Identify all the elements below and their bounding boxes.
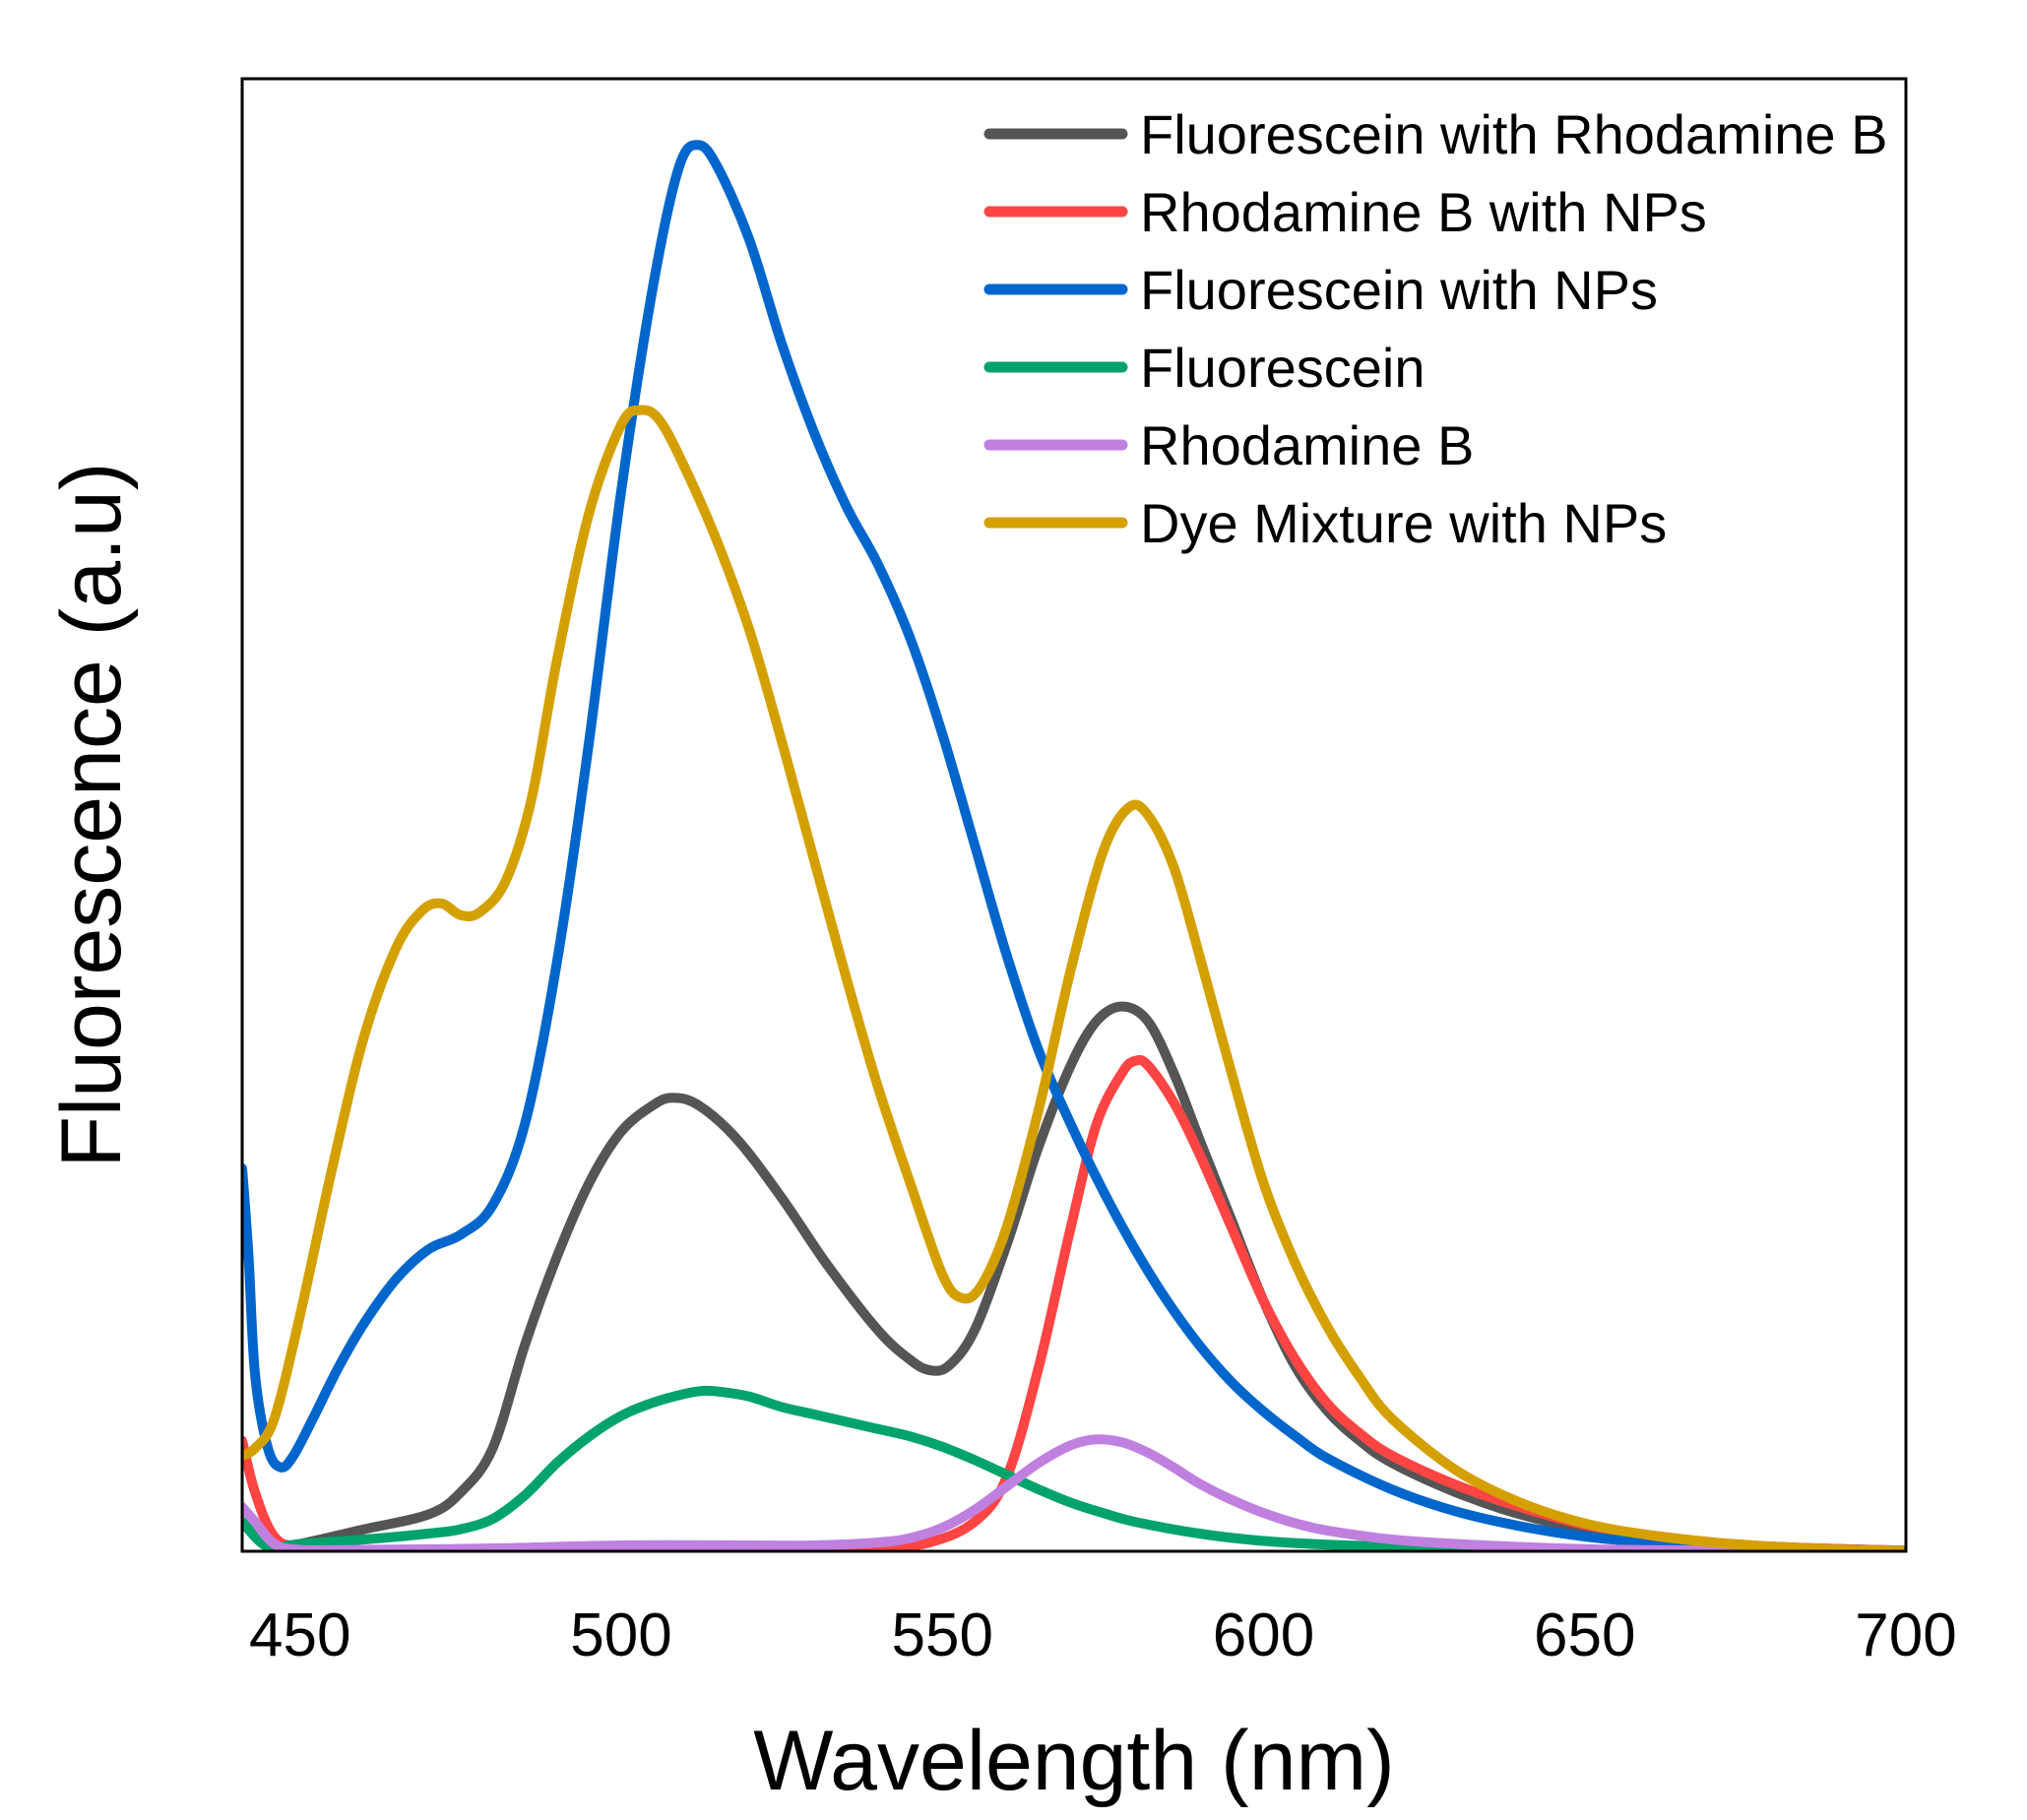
legend: Fluorescein with Rhodamine B Rhodamine B … bbox=[983, 103, 1887, 554]
series-line-dye-mixture-with-nps bbox=[242, 405, 1906, 1551]
legend-label-rhodamine-b-with-nps: Rhodamine B with NPs bbox=[1140, 181, 1707, 243]
x-tick-label: 700 bbox=[1855, 1601, 1956, 1669]
legend-label-fluorescein-with-nps: Fluorescein with NPs bbox=[1140, 259, 1658, 321]
x-tick-label: 500 bbox=[570, 1601, 671, 1669]
legend-label-dye-mixture-with-nps: Dye Mixture with NPs bbox=[1140, 492, 1667, 554]
x-axis-ticks: 450 500 550 600 650 700 bbox=[249, 1601, 1957, 1669]
x-tick-label: 600 bbox=[1213, 1601, 1314, 1669]
series-layer bbox=[242, 140, 1906, 1551]
x-tick-label: 650 bbox=[1534, 1601, 1635, 1669]
series-line-fluorescein-with-rhodamine-b bbox=[242, 1001, 1906, 1551]
x-tick-label: 450 bbox=[249, 1601, 350, 1669]
y-axis-title: Fluorescence (a.u) bbox=[44, 463, 139, 1168]
series-line-fluorescein bbox=[242, 1385, 1906, 1551]
series-line-fluorescein-with-nps bbox=[242, 140, 1906, 1551]
legend-label-fluorescein-with-rhodamine-b: Fluorescein with Rhodamine B bbox=[1140, 103, 1887, 165]
legend-label-rhodamine-b: Rhodamine B bbox=[1140, 414, 1474, 476]
legend-label-fluorescein: Fluorescein bbox=[1140, 337, 1425, 399]
plot-area-frame bbox=[240, 77, 1908, 1553]
series-line-rhodamine-b bbox=[242, 1434, 1906, 1551]
x-axis-title: Wavelength (nm) bbox=[753, 1714, 1395, 1808]
x-tick-label: 550 bbox=[892, 1601, 993, 1669]
